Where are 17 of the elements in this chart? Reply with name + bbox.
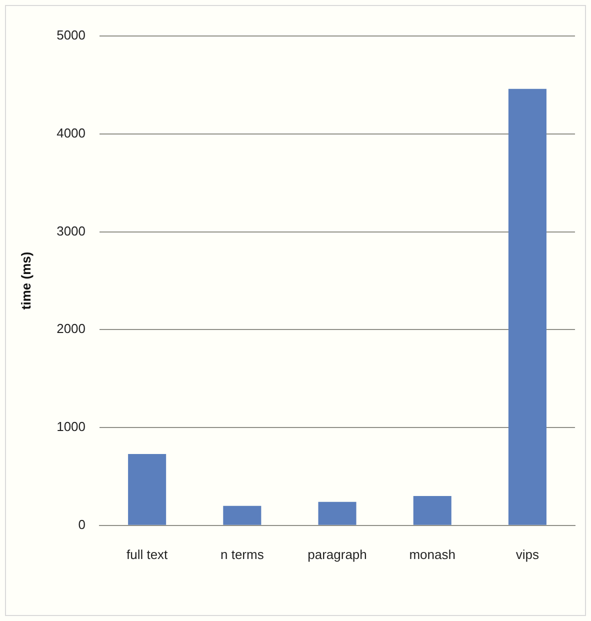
x-tick-label: vips [516, 546, 540, 562]
bar [318, 502, 356, 525]
bar [128, 454, 166, 525]
y-tick-label: 1000 [56, 419, 86, 434]
x-tick-label: full text [126, 546, 168, 562]
bar [508, 88, 546, 525]
x-tick-label: n terms [220, 546, 264, 562]
y-tick-label: 3000 [56, 223, 86, 238]
bar [223, 506, 262, 525]
y-axis-title: time (ms) [18, 252, 34, 310]
x-tick-label: monash [409, 546, 456, 562]
y-tick-label: 5000 [56, 28, 86, 43]
x-tick-label: paragraph [308, 546, 367, 562]
bar [413, 496, 452, 525]
y-tick-label: 4000 [56, 125, 86, 140]
y-tick-label: 2000 [56, 321, 86, 336]
y-tick-label: 0 [78, 516, 86, 532]
